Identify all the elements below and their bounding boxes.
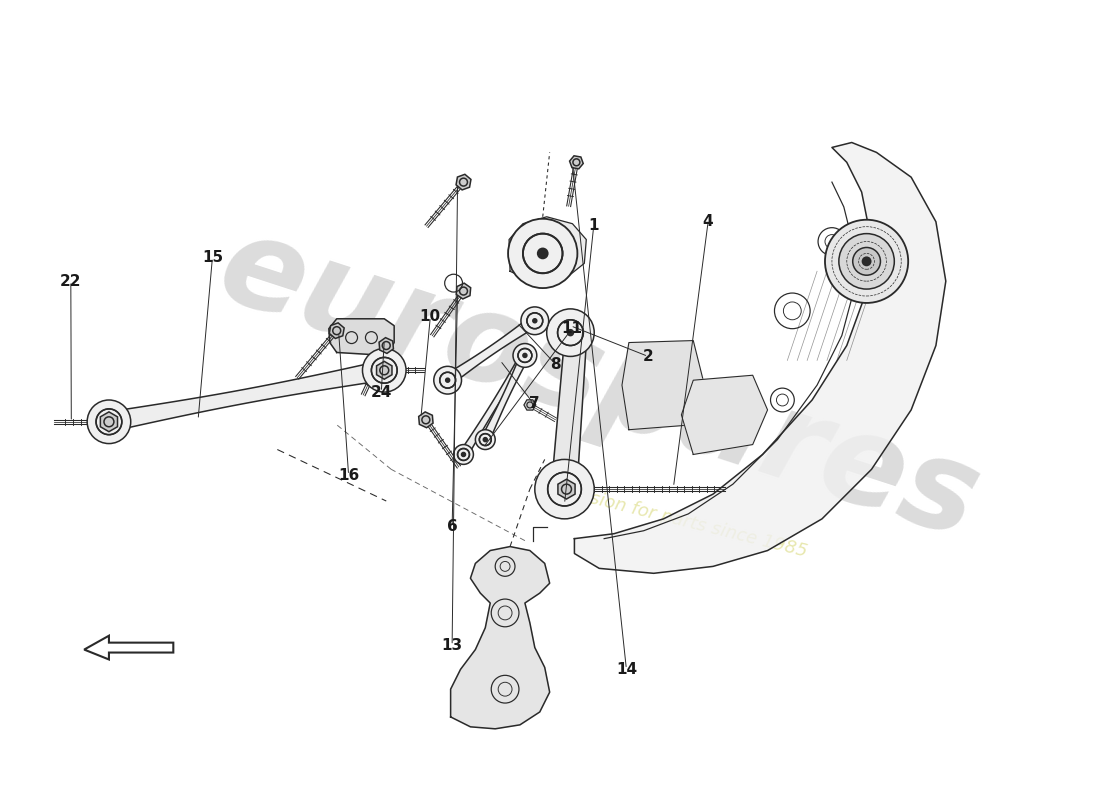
Circle shape [508,218,578,288]
Polygon shape [509,217,586,283]
Circle shape [433,366,462,394]
Circle shape [513,343,537,367]
Circle shape [381,366,388,374]
Circle shape [852,247,880,275]
Polygon shape [379,338,394,354]
Text: 1: 1 [588,218,600,233]
Polygon shape [329,323,344,338]
Text: eurospares: eurospares [205,205,993,564]
Polygon shape [376,362,392,379]
Polygon shape [460,353,529,457]
Text: a passion for parts since 1985: a passion for parts since 1985 [541,478,810,561]
Text: 11: 11 [561,321,582,336]
Circle shape [462,453,465,457]
Circle shape [483,438,487,442]
Circle shape [561,485,569,493]
Text: 22: 22 [60,274,81,289]
Polygon shape [524,400,536,410]
Text: 7: 7 [528,397,539,411]
Polygon shape [621,341,703,430]
Circle shape [453,445,473,464]
Circle shape [475,430,495,450]
Text: 10: 10 [420,310,441,324]
Polygon shape [107,361,386,431]
Polygon shape [681,375,768,454]
Polygon shape [574,142,946,574]
Circle shape [861,256,871,266]
Circle shape [568,330,573,336]
Circle shape [825,220,909,303]
Circle shape [363,349,406,392]
Circle shape [446,378,450,382]
Circle shape [535,459,594,519]
Polygon shape [451,546,550,729]
Polygon shape [85,636,174,659]
Circle shape [547,309,594,357]
Text: 4: 4 [703,214,714,230]
Polygon shape [456,174,471,190]
Circle shape [522,354,527,358]
Polygon shape [444,316,538,385]
Polygon shape [456,283,471,299]
Polygon shape [570,156,583,169]
Polygon shape [558,479,575,499]
Text: 15: 15 [202,250,223,265]
Circle shape [104,418,113,426]
Text: 24: 24 [371,385,392,399]
Polygon shape [100,412,118,432]
Polygon shape [550,328,587,509]
Text: 2: 2 [642,349,653,364]
Circle shape [538,249,548,258]
Text: 16: 16 [338,468,360,482]
Circle shape [87,400,131,443]
Circle shape [521,307,549,334]
Text: 13: 13 [441,638,463,653]
Circle shape [532,318,537,322]
Polygon shape [482,354,529,442]
Polygon shape [419,412,433,428]
Text: 6: 6 [447,519,458,534]
Polygon shape [329,318,394,355]
Text: 14: 14 [616,662,637,677]
Circle shape [839,234,894,289]
Text: 8: 8 [550,357,561,372]
